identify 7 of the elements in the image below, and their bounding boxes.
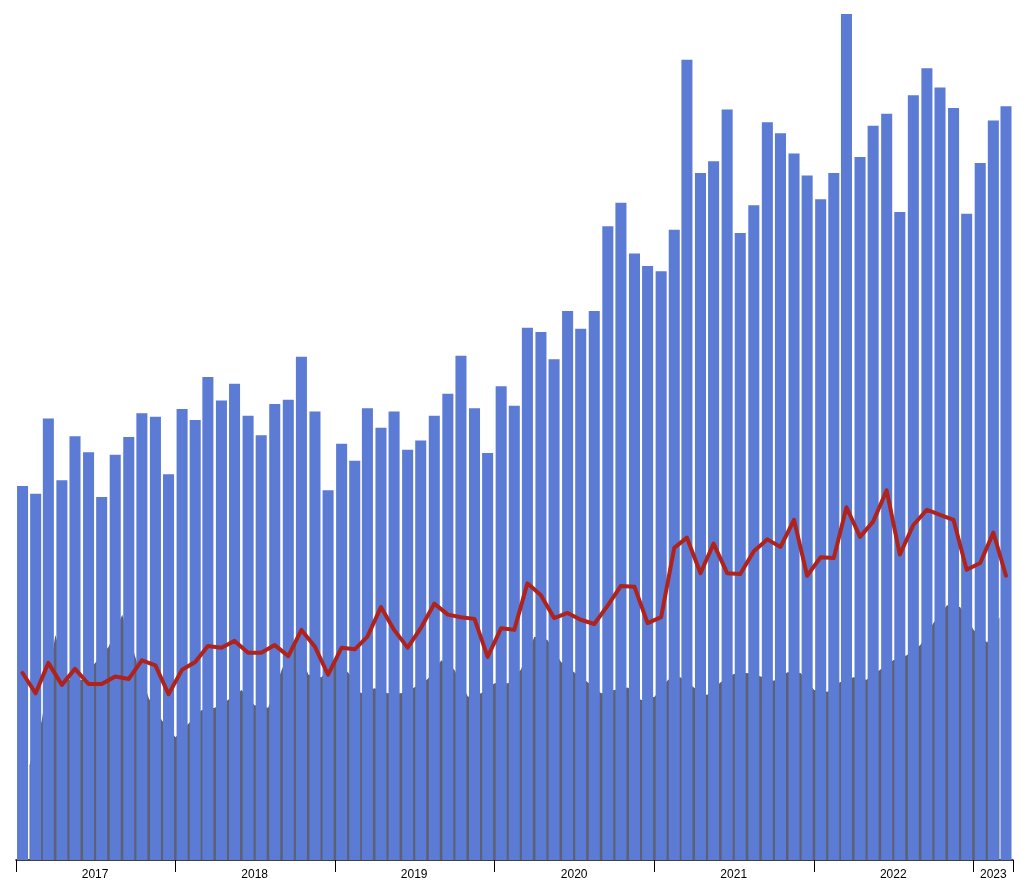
x-tick-label: 2019 [400,867,428,881]
x-tick-label: 2021 [720,867,748,881]
x-tick-label: 2017 [81,867,109,881]
x-tick-label: 2022 [879,867,907,881]
x-tick-label: 2020 [560,867,588,881]
x-tick-label: 2023 [979,867,1007,881]
x-tick-label: 2018 [241,867,269,881]
